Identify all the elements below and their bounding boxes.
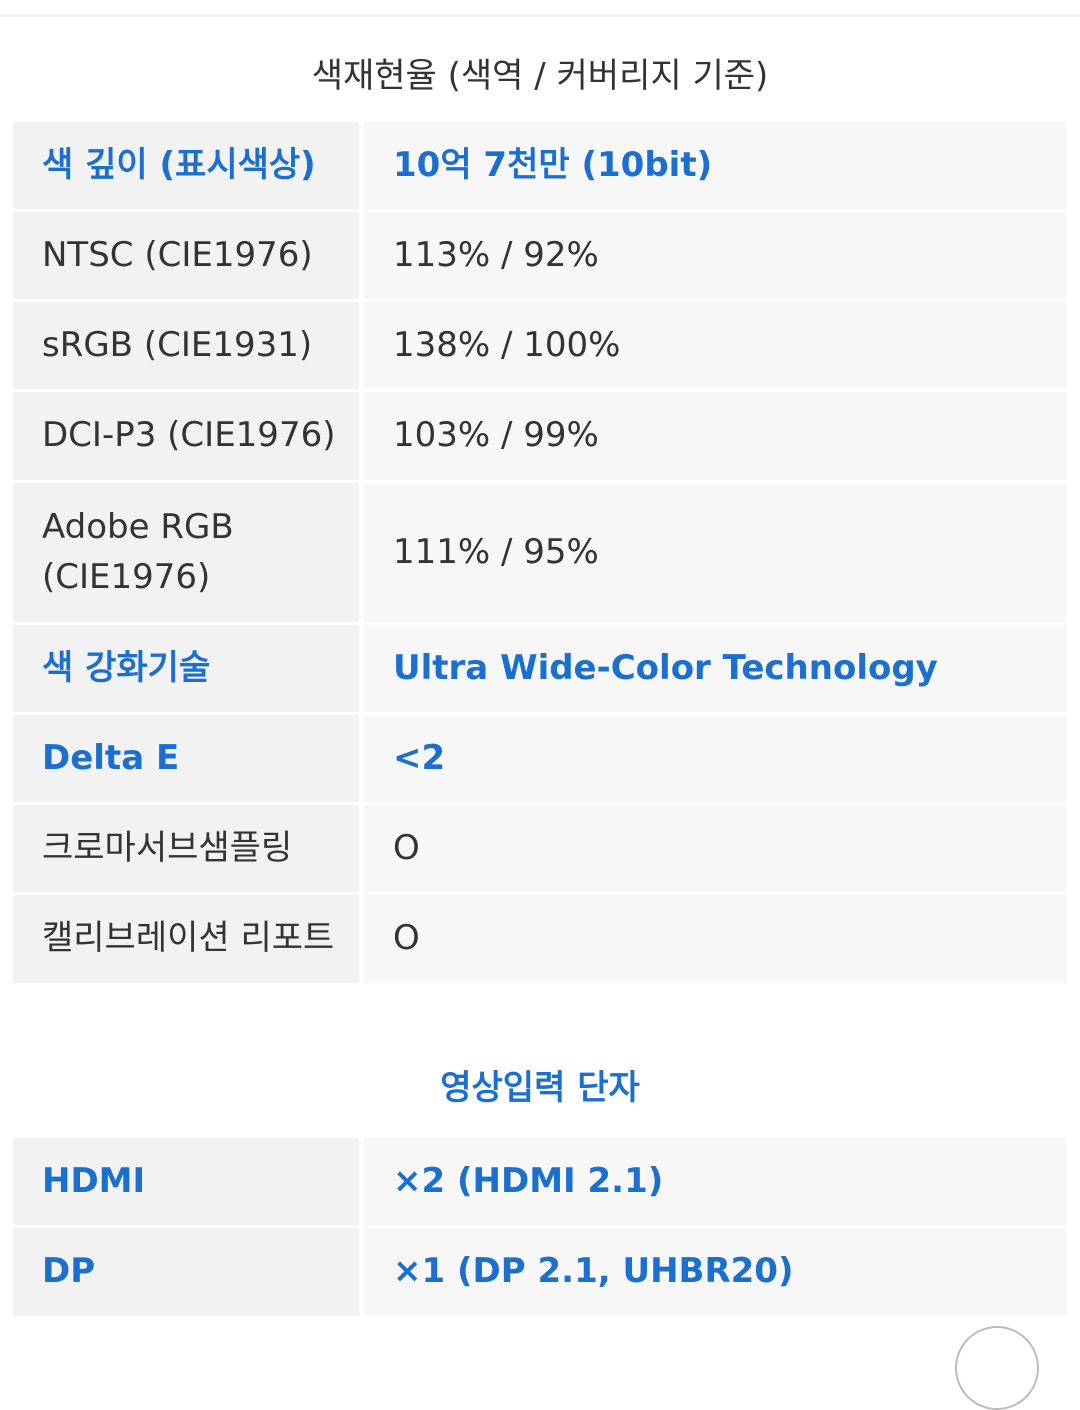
table-row: DP ×1 (DP 2.1, UHBR20) xyxy=(13,1228,1067,1316)
spec-label: Adobe RGB (CIE1976) xyxy=(13,483,359,622)
spec-value: Ultra Wide-Color Technology xyxy=(364,625,1067,712)
input-spec-table: HDMI ×2 (HDMI 2.1) DP ×1 (DP 2.1, UHBR20) xyxy=(13,1138,1067,1319)
table-row: HDMI ×2 (HDMI 2.1) xyxy=(13,1138,1067,1225)
spec-value: 113% / 92% xyxy=(364,212,1067,299)
spec-value: ×1 (DP 2.1, UHBR20) xyxy=(364,1228,1067,1316)
table-row: 캘리브레이션 리포트 O xyxy=(13,895,1067,983)
spec-label: Delta E xyxy=(13,715,359,802)
table-row: 색 강화기술 Ultra Wide-Color Technology xyxy=(13,625,1067,712)
table-row: NTSC (CIE1976) 113% / 92% xyxy=(13,212,1067,299)
spec-value: 10억 7천만 (10bit) xyxy=(364,122,1067,209)
table-row: sRGB (CIE1931) 138% / 100% xyxy=(13,302,1067,389)
table-row: Adobe RGB (CIE1976) 111% / 95% xyxy=(13,483,1067,622)
spec-label: DCI-P3 (CIE1976) xyxy=(13,392,359,480)
spec-label: HDMI xyxy=(13,1138,359,1225)
spec-value: 111% / 95% xyxy=(364,483,1067,622)
spec-label: NTSC (CIE1976) xyxy=(13,212,359,299)
spec-value: ×2 (HDMI 2.1) xyxy=(364,1138,1067,1225)
table-row: 색 깊이 (표시색상) 10억 7천만 (10bit) xyxy=(13,122,1067,209)
spec-value: 103% / 99% xyxy=(364,392,1067,480)
spec-label: 색 깊이 (표시색상) xyxy=(13,122,359,209)
table-row: DCI-P3 (CIE1976) 103% / 99% xyxy=(13,392,1067,480)
spec-label: 캘리브레이션 리포트 xyxy=(13,895,359,983)
spec-value: <2 xyxy=(364,715,1067,802)
spec-value: O xyxy=(364,895,1067,983)
spec-label: sRGB (CIE1931) xyxy=(13,302,359,389)
spec-label: DP xyxy=(13,1228,359,1316)
spec-label: 크로마서브샘플링 xyxy=(13,805,359,892)
color-spec-table: 색 깊이 (표시색상) 10억 7천만 (10bit) NTSC (CIE1976)… xyxy=(13,122,1067,986)
table-row: Delta E <2 xyxy=(13,715,1067,802)
spec-label: 색 강화기술 xyxy=(13,625,359,712)
input-section-title: 영상입력 단자 xyxy=(440,1068,640,1108)
color-section-title: 색재현율 (색역 / 커버리지 기준) xyxy=(311,56,769,96)
spec-value: 138% / 100% xyxy=(364,302,1067,389)
top-divider xyxy=(0,14,1080,17)
table-row: 크로마서브샘플링 O xyxy=(13,805,1067,892)
spec-value: O xyxy=(364,805,1067,892)
